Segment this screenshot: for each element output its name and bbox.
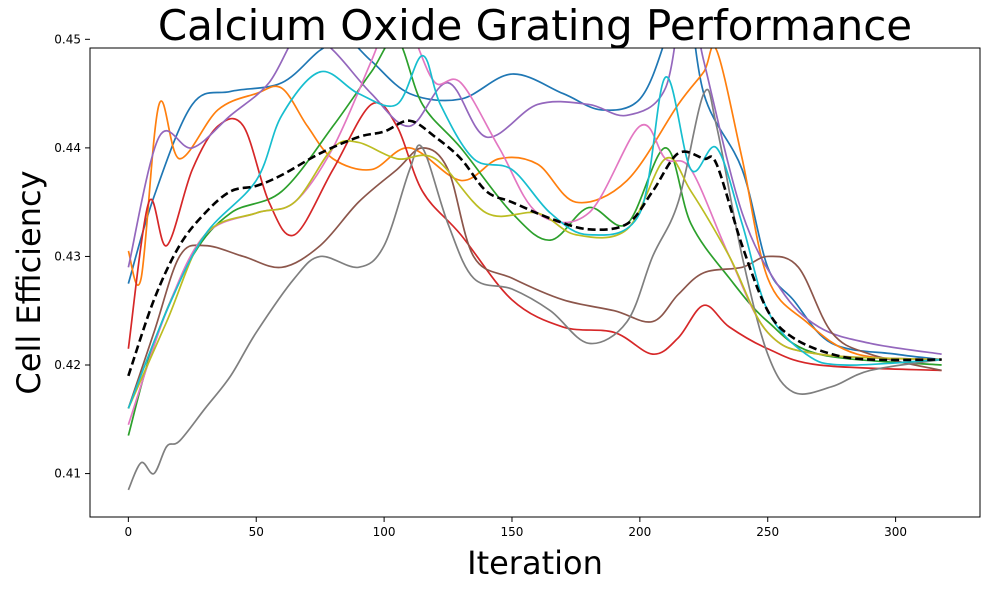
series-line-2: [127, 48, 942, 361]
series-line-5: [127, 48, 942, 355]
series-line-8: [127, 88, 942, 491]
x-tick-label: 100: [373, 525, 396, 539]
x-axis-title: Iteration: [467, 544, 603, 582]
series-line-6: [127, 147, 942, 409]
series-line-10: [127, 54, 942, 409]
chart-title: Calcium Oxide Grating Performance: [158, 1, 912, 50]
y-tick-label: 0.43: [54, 249, 81, 263]
series-line-9: [127, 139, 942, 409]
x-tick-label: 200: [628, 525, 651, 539]
x-tick-label: 150: [501, 525, 524, 539]
x-axis-ticks: 0 50 100 150 200 250 300: [125, 517, 907, 539]
x-tick-label: 50: [249, 525, 264, 539]
x-tick-label: 0: [125, 525, 133, 539]
y-axis-title: Cell Efficiency: [10, 170, 48, 394]
series-line-3: [127, 48, 942, 436]
x-tick-label: 250: [756, 525, 779, 539]
plot-frame: [89, 47, 981, 518]
plot-area: [127, 48, 942, 491]
series-line-4: [127, 101, 942, 372]
series-line-mean: [127, 119, 942, 377]
y-tick-label: 0.41: [54, 467, 81, 481]
y-tick-label: 0.42: [54, 358, 81, 372]
y-axis-ticks: 0.41 0.42 0.43 0.44 0.45: [54, 32, 90, 481]
y-tick-label: 0.45: [54, 32, 81, 46]
y-tick-label: 0.44: [54, 141, 81, 155]
x-tick-label: 300: [884, 525, 907, 539]
